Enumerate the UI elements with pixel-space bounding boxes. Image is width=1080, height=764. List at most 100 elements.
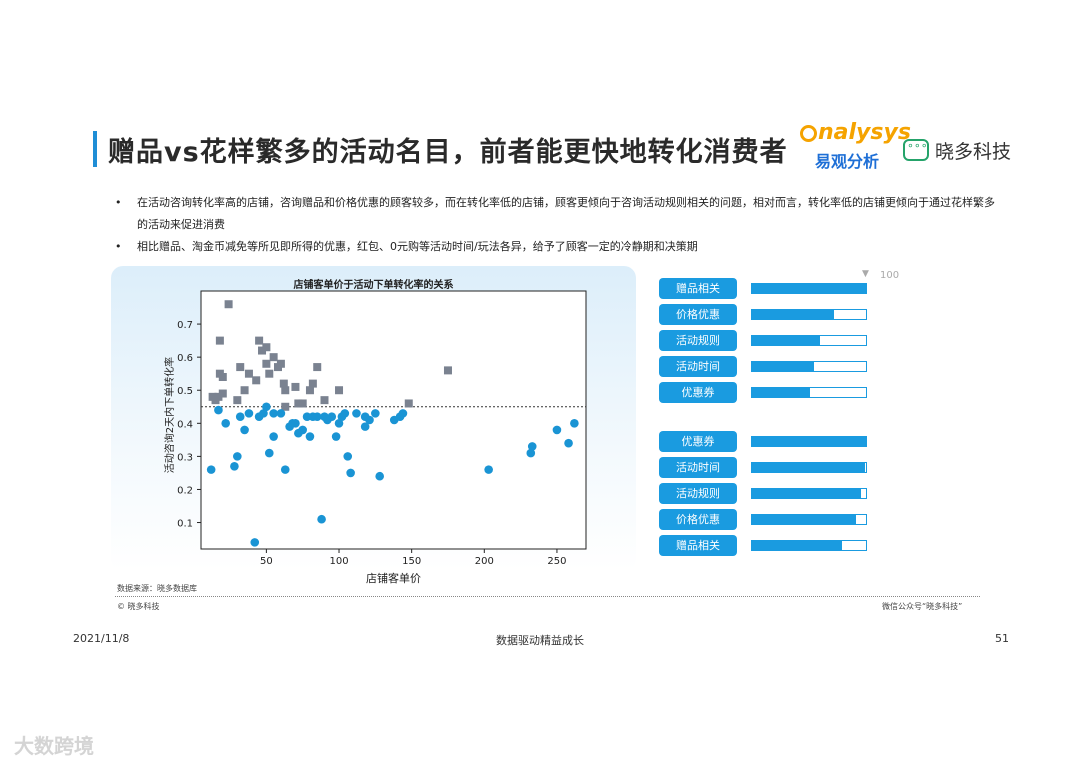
data-point-circle bbox=[484, 465, 493, 474]
ranking-bar-fill bbox=[752, 489, 862, 498]
x-tick-label: 150 bbox=[402, 556, 421, 567]
data-point-circle bbox=[371, 409, 380, 418]
data-point-square bbox=[335, 386, 344, 395]
data-point-square bbox=[294, 399, 303, 408]
ranking-bar-fill bbox=[752, 284, 866, 293]
data-point-circle bbox=[352, 409, 361, 418]
y-tick-label: 0.2 bbox=[177, 485, 193, 496]
data-point-circle bbox=[206, 465, 216, 474]
ranking-bar-track bbox=[751, 488, 867, 499]
data-point-circle bbox=[564, 438, 573, 448]
ranking-label: 价格优惠 bbox=[659, 509, 737, 530]
data-point-circle bbox=[375, 471, 384, 481]
bullet-list: 在活动咨询转化率高的店铺，咨询赠品和价格优惠的顾客较多，而在转化率低的店铺，顾客… bbox=[115, 192, 995, 258]
data-point-circle bbox=[327, 412, 337, 421]
ranking-label: 优惠券 bbox=[659, 431, 737, 452]
y-tick-label: 0.6 bbox=[177, 353, 193, 364]
data-point-square bbox=[233, 396, 242, 405]
data-point-circle bbox=[280, 465, 290, 474]
data-point-circle bbox=[552, 425, 562, 435]
data-point-circle bbox=[298, 425, 307, 435]
data-point-circle bbox=[334, 419, 344, 428]
data-point-circle bbox=[340, 409, 350, 418]
ranking-label: 活动规则 bbox=[659, 483, 737, 504]
data-point-square bbox=[262, 343, 271, 352]
y-axis-label: 活动咨询2天内下单转化率 bbox=[163, 357, 176, 473]
bullet-item: 在活动咨询转化率高的店铺，咨询赠品和价格优惠的顾客较多，而在转化率低的店铺，顾客… bbox=[115, 192, 995, 236]
data-point-circle bbox=[262, 402, 271, 412]
data-point-circle bbox=[214, 405, 223, 415]
data-point-circle bbox=[305, 432, 315, 441]
data-point-circle bbox=[235, 412, 245, 421]
data-point-square bbox=[265, 369, 274, 378]
ranking-bar-track bbox=[751, 387, 867, 398]
data-point-circle bbox=[343, 452, 353, 461]
data-point-square bbox=[255, 336, 264, 345]
ranking-label: 优惠券 bbox=[659, 382, 737, 403]
data-point-circle bbox=[312, 412, 322, 421]
data-point-square bbox=[262, 359, 271, 368]
data-point-circle bbox=[240, 425, 249, 435]
data-point-square bbox=[269, 353, 278, 362]
data-point-square bbox=[404, 399, 413, 408]
data-point-square bbox=[215, 336, 224, 345]
data-point-square bbox=[214, 392, 223, 401]
ranking-bar-fill bbox=[752, 310, 835, 319]
data-point-circle bbox=[244, 409, 254, 418]
data-point-square bbox=[218, 389, 227, 398]
y-tick-label: 0.1 bbox=[177, 519, 193, 530]
x-tick-label: 250 bbox=[547, 556, 566, 567]
ranking-max-label: 100 bbox=[880, 270, 900, 281]
data-point-square bbox=[443, 366, 452, 375]
ranking-label: 活动规则 bbox=[659, 330, 737, 351]
ranking-label: 赠品相关 bbox=[659, 535, 737, 556]
title-accent-bar bbox=[93, 131, 97, 167]
ranking-bar-fill bbox=[752, 336, 821, 345]
data-point-square bbox=[281, 402, 290, 411]
ranking-bar-track bbox=[751, 283, 867, 294]
data-point-circle bbox=[233, 452, 242, 461]
watermark: 大数跨境 bbox=[14, 730, 94, 759]
data-point-circle bbox=[230, 462, 239, 471]
data-point-circle bbox=[360, 422, 370, 431]
x-tick-label: 50 bbox=[260, 556, 273, 567]
ranking-bar-track bbox=[751, 361, 867, 372]
ranking-bar-fill bbox=[752, 541, 843, 550]
data-point-circle bbox=[259, 409, 268, 418]
y-tick-label: 0.4 bbox=[177, 419, 193, 430]
x-tick-label: 100 bbox=[329, 556, 348, 567]
x-tick-label: 200 bbox=[475, 556, 494, 567]
data-point-square bbox=[224, 300, 233, 309]
chart-title: 店铺客单价于活动下单转化率的关系 bbox=[293, 280, 454, 291]
data-point-circle bbox=[269, 432, 278, 441]
y-tick-label: 0.5 bbox=[177, 386, 193, 397]
data-point-square bbox=[281, 386, 290, 395]
ranking-bar-fill bbox=[752, 362, 814, 371]
data-point-circle bbox=[269, 409, 278, 418]
ranking-bar-track bbox=[751, 514, 867, 525]
data-point-square bbox=[244, 369, 253, 378]
ranking-bar-track bbox=[751, 540, 867, 551]
ranking-label: 价格优惠 bbox=[659, 304, 737, 325]
analysys-logo-subtitle: 易观分析 bbox=[815, 152, 880, 171]
ranking-bar-track bbox=[751, 309, 867, 320]
ranking-bar-fill bbox=[752, 388, 811, 397]
ranking-bar-fill bbox=[752, 463, 865, 472]
data-point-square bbox=[291, 382, 300, 391]
xiaoduo-chat-icon bbox=[903, 139, 929, 161]
data-point-circle bbox=[346, 468, 355, 478]
ranking-label: 活动时间 bbox=[659, 356, 737, 377]
data-point-square bbox=[279, 379, 288, 388]
xiaoduo-logo-text: 晓多科技 bbox=[935, 141, 1012, 163]
data-point-square bbox=[308, 379, 317, 388]
data-point-circle bbox=[291, 419, 300, 428]
data-point-circle bbox=[250, 538, 260, 547]
data-point-square bbox=[305, 386, 314, 395]
footer-date: 2021/11/8 bbox=[73, 632, 130, 645]
page-title: 赠品vs花样繁多的活动名目，前者能更快地转化消费者 bbox=[108, 137, 788, 168]
analysys-logo: nalysys bbox=[800, 120, 911, 145]
ranking-label: 赠品相关 bbox=[659, 278, 737, 299]
scatter-chart: 0.1 0.2 0.3 0.4 0.5 0.6 0.7 50 100 150 200 250 店铺客单价… bbox=[163, 290, 587, 585]
data-point-square bbox=[298, 399, 307, 408]
page-number: 51 bbox=[995, 632, 1009, 645]
